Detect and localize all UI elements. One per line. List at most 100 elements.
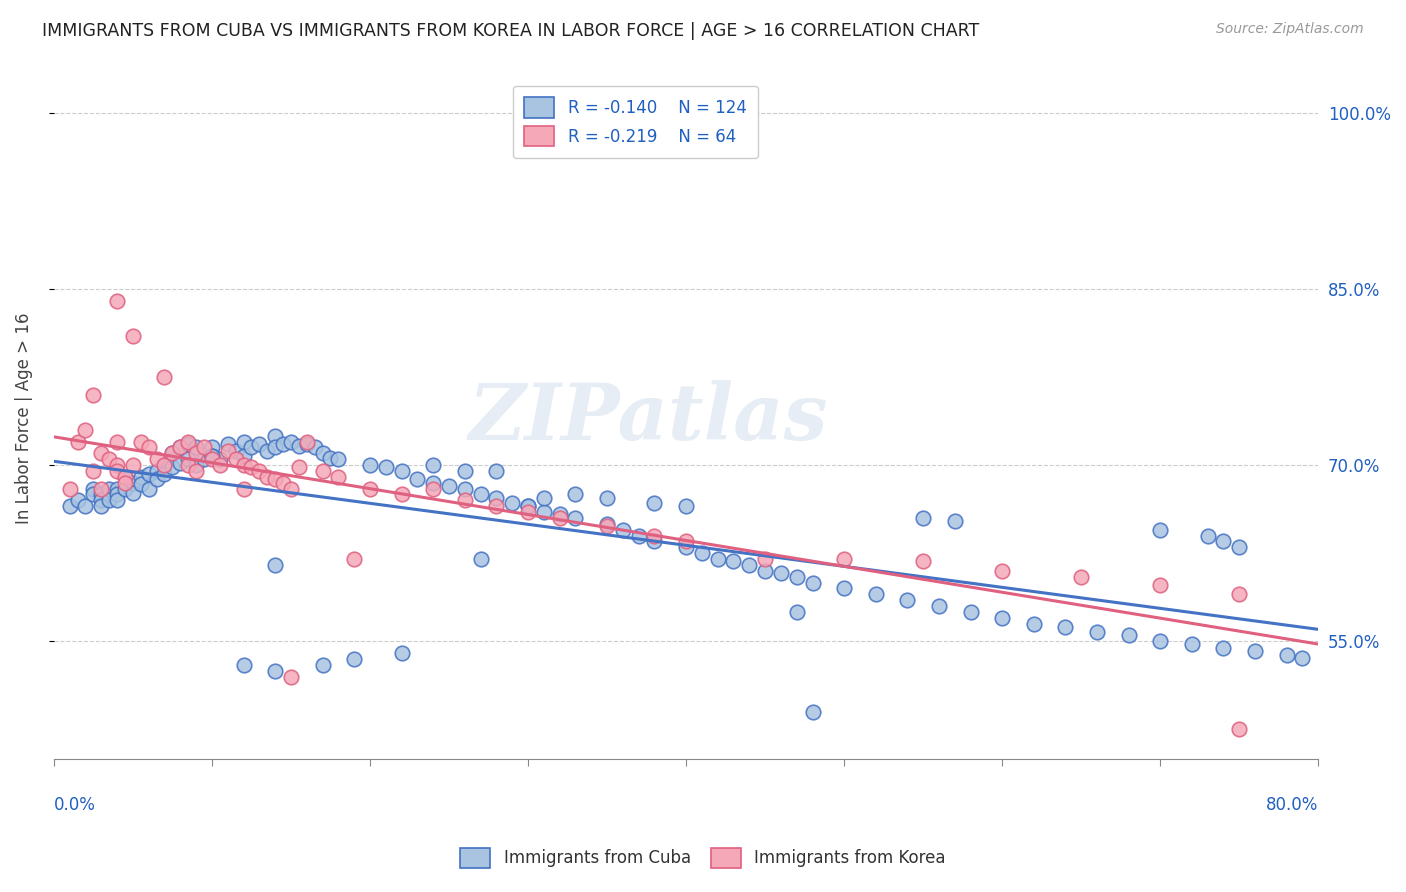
Point xyxy=(470,552,492,566)
Point xyxy=(114,470,136,484)
Point xyxy=(201,449,224,463)
Point xyxy=(485,500,508,514)
Point xyxy=(75,423,97,437)
Point xyxy=(801,575,824,590)
Point xyxy=(232,657,254,672)
Point xyxy=(912,554,935,568)
Point xyxy=(201,441,224,455)
Point xyxy=(786,570,808,584)
Point xyxy=(129,434,152,449)
Point xyxy=(391,464,413,478)
Point xyxy=(59,500,82,514)
Point xyxy=(295,434,318,449)
Point xyxy=(114,482,136,496)
Point xyxy=(271,437,294,451)
Point xyxy=(208,458,231,472)
Point xyxy=(153,467,176,482)
Point xyxy=(288,439,311,453)
Point xyxy=(153,370,176,384)
Point xyxy=(564,511,586,525)
Point xyxy=(1212,534,1234,549)
Point xyxy=(264,428,287,442)
Point xyxy=(1244,643,1267,657)
Point xyxy=(690,546,713,560)
Point xyxy=(391,646,413,660)
Text: ZIPatlas: ZIPatlas xyxy=(468,380,828,457)
Point xyxy=(145,464,167,478)
Point xyxy=(1054,620,1077,634)
Point xyxy=(754,564,776,578)
Point xyxy=(82,482,104,496)
Point xyxy=(105,458,128,472)
Point xyxy=(1227,541,1250,555)
Point xyxy=(232,449,254,463)
Point xyxy=(145,472,167,486)
Point xyxy=(319,451,342,466)
Point xyxy=(991,611,1014,625)
Point xyxy=(271,475,294,490)
Point xyxy=(169,441,191,455)
Point xyxy=(865,587,887,601)
Point xyxy=(280,482,302,496)
Point xyxy=(105,434,128,449)
Point xyxy=(114,475,136,490)
Point xyxy=(177,437,200,451)
Point xyxy=(264,472,287,486)
Point xyxy=(90,487,112,501)
Legend: Immigrants from Cuba, Immigrants from Korea: Immigrants from Cuba, Immigrants from Ko… xyxy=(454,841,952,875)
Point xyxy=(643,496,665,510)
Point xyxy=(564,487,586,501)
Point xyxy=(896,593,918,607)
Point xyxy=(548,508,571,522)
Point xyxy=(1181,637,1204,651)
Point xyxy=(328,470,350,484)
Point xyxy=(422,475,444,490)
Point xyxy=(247,437,270,451)
Point xyxy=(162,460,184,475)
Point xyxy=(675,541,697,555)
Point xyxy=(90,446,112,460)
Point xyxy=(928,599,950,613)
Point xyxy=(90,500,112,514)
Point xyxy=(517,505,540,519)
Point xyxy=(1085,624,1108,639)
Point xyxy=(533,505,555,519)
Point xyxy=(280,434,302,449)
Point xyxy=(177,452,200,467)
Text: 80.0%: 80.0% xyxy=(1265,797,1319,814)
Point xyxy=(184,464,207,478)
Point xyxy=(311,657,333,672)
Point xyxy=(769,566,792,581)
Point xyxy=(105,293,128,308)
Text: 0.0%: 0.0% xyxy=(53,797,96,814)
Point xyxy=(240,441,263,455)
Y-axis label: In Labor Force | Age > 16: In Labor Force | Age > 16 xyxy=(15,312,32,524)
Point xyxy=(454,464,477,478)
Point xyxy=(643,534,665,549)
Point xyxy=(162,446,184,460)
Point xyxy=(90,493,112,508)
Point xyxy=(422,482,444,496)
Point xyxy=(121,486,143,500)
Point xyxy=(217,437,239,451)
Point xyxy=(145,452,167,467)
Point xyxy=(201,452,224,467)
Point xyxy=(280,669,302,683)
Point xyxy=(193,441,215,455)
Point xyxy=(596,516,619,531)
Point xyxy=(121,329,143,343)
Point xyxy=(596,519,619,533)
Point xyxy=(912,511,935,525)
Point xyxy=(129,470,152,484)
Point xyxy=(256,444,278,458)
Point xyxy=(264,664,287,678)
Point xyxy=(184,441,207,455)
Point xyxy=(1149,523,1171,537)
Point xyxy=(256,470,278,484)
Point xyxy=(643,528,665,542)
Point xyxy=(225,444,247,458)
Point xyxy=(1291,650,1313,665)
Point xyxy=(153,458,176,472)
Point xyxy=(501,496,523,510)
Point xyxy=(454,493,477,508)
